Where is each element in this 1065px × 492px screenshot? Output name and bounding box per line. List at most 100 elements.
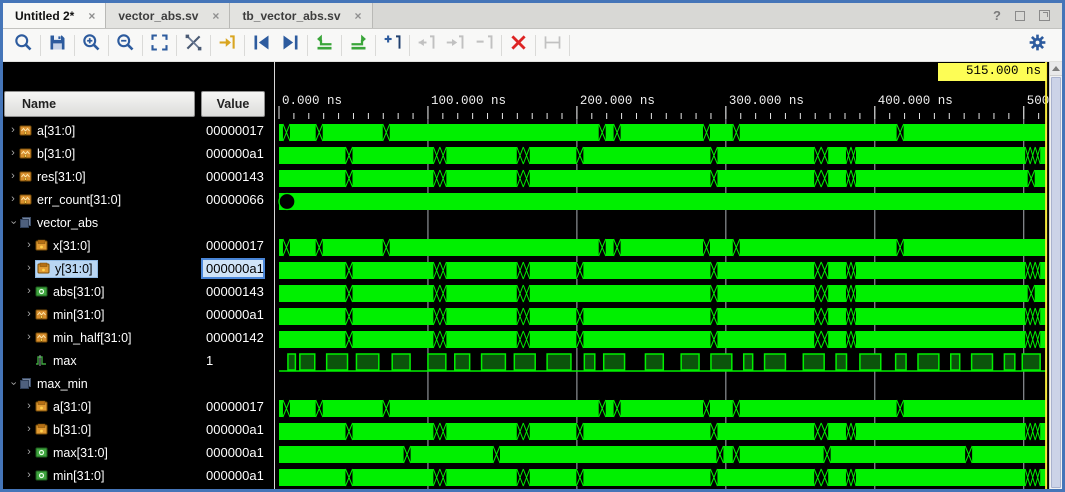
prev-transition-button[interactable]: [247, 32, 276, 58]
ruler-label: 500.000 ns: [1027, 94, 1049, 108]
tab-vector-abs-sv[interactable]: vector_abs.sv ×: [106, 3, 231, 28]
chevron-right-icon[interactable]: ›: [11, 124, 15, 136]
signal-name-cell[interactable]: › vector_abs: [3, 216, 195, 230]
waveform-canvas[interactable]: 0.000 ns 100.000 ns 200.000 ns 300.000 ns 40…: [275, 62, 1049, 489]
no-snap-button[interactable]: [179, 32, 208, 58]
find-button[interactable]: [9, 32, 38, 58]
signal-entry[interactable]: max: [35, 354, 77, 368]
signal-name-cell[interactable]: › max_min: [3, 377, 195, 391]
signal-entry[interactable]: err_count[31:0]: [19, 193, 121, 207]
chevron-right-icon[interactable]: ›: [27, 285, 31, 297]
signal-entry[interactable]: max[31:0]: [35, 446, 108, 460]
signal-row-res-31-0-[interactable]: › res[31:0] 00000143: [3, 165, 274, 188]
goto-time-zero-button[interactable]: [310, 32, 339, 58]
chevron-down-icon[interactable]: ›: [7, 381, 20, 386]
selected-signal[interactable]: y[31:0]: [35, 259, 98, 278]
signal-name-cell[interactable]: › a[31:0]: [3, 124, 195, 138]
signal-row-a-31-0-[interactable]: › a[31:0] 00000017: [3, 119, 274, 142]
signal-entry[interactable]: min_half[31:0]: [35, 331, 132, 345]
signal-entry[interactable]: b[31:0]: [19, 147, 75, 161]
chevron-right-icon[interactable]: ›: [11, 193, 15, 205]
chevron-right-icon[interactable]: ›: [11, 170, 15, 182]
close-icon[interactable]: ×: [354, 8, 362, 23]
chevron-down-icon[interactable]: ›: [7, 220, 20, 225]
signal-row-b-31-0-[interactable]: › b[31:0] 000000a1: [3, 418, 274, 441]
signal-name-cell[interactable]: › a[31:0]: [3, 400, 195, 414]
tab-untitled-2-[interactable]: Untitled 2* ×: [3, 3, 107, 28]
signal-row-max[interactable]: max 1: [3, 349, 274, 372]
help-icon[interactable]: ?: [993, 8, 1001, 23]
transition-hatch: [598, 399, 607, 418]
signal-name-cell[interactable]: › res[31:0]: [3, 170, 195, 184]
scroll-up-button[interactable]: [1050, 62, 1062, 76]
signal-row-max-min[interactable]: › max_min: [3, 372, 274, 395]
close-icon[interactable]: ×: [212, 8, 220, 23]
signal-entry[interactable]: abs[31:0]: [35, 285, 104, 299]
chevron-right-icon[interactable]: ›: [27, 446, 31, 458]
signal-row-y-31-0-[interactable]: › y[31:0] 000000a1: [3, 257, 274, 280]
tab-tb-vector-abs-sv[interactable]: tb_vector_abs.sv ×: [230, 3, 373, 28]
chevron-right-icon[interactable]: ›: [27, 331, 31, 343]
goto-time-end-button[interactable]: [344, 32, 373, 58]
save-button[interactable]: [43, 32, 72, 58]
delete-all-markers-button[interactable]: [504, 32, 533, 58]
goto-cursor-icon: [217, 32, 238, 58]
chevron-right-icon[interactable]: ›: [27, 469, 31, 481]
chevron-right-icon[interactable]: ›: [11, 147, 15, 159]
zoom-in-button[interactable]: [77, 32, 106, 58]
signal-value[interactable]: 000000a1: [201, 258, 265, 279]
signal-name-cell[interactable]: max: [3, 354, 195, 368]
signal-entry[interactable]: a[31:0]: [19, 124, 75, 138]
signal-entry[interactable]: max_min: [19, 377, 88, 391]
goto-cursor-button[interactable]: [213, 32, 242, 58]
signal-row-b-31-0-[interactable]: › b[31:0] 000000a1: [3, 142, 274, 165]
signal-row-max-31-0-[interactable]: › max[31:0] 000000a1: [3, 441, 274, 464]
signal-name-cell[interactable]: › y[31:0]: [3, 259, 195, 278]
zoom-fit-button[interactable]: [145, 32, 174, 58]
signal-entry[interactable]: res[31:0]: [19, 170, 86, 184]
signal-entry[interactable]: min[31:0]: [35, 469, 104, 483]
add-marker-button[interactable]: [378, 32, 407, 58]
signal-name-cell[interactable]: › max[31:0]: [3, 446, 195, 460]
chevron-right-icon[interactable]: ›: [27, 308, 31, 320]
signal-name-cell[interactable]: › abs[31:0]: [3, 285, 195, 299]
chevron-right-icon[interactable]: ›: [27, 262, 31, 274]
signal-label: x[31:0]: [53, 238, 91, 253]
zoom-out-button[interactable]: [111, 32, 140, 58]
signal-name-cell[interactable]: › err_count[31:0]: [3, 193, 195, 207]
signal-entry[interactable]: vector_abs: [19, 216, 98, 230]
value-column-header[interactable]: Value: [201, 91, 265, 117]
signal-name-cell[interactable]: › min[31:0]: [3, 469, 195, 483]
signal-name-cell[interactable]: › b[31:0]: [3, 423, 195, 437]
signal-entry[interactable]: a[31:0]: [35, 400, 91, 414]
signal-name-cell[interactable]: › min[31:0]: [3, 308, 195, 322]
signal-row-x-31-0-[interactable]: › x[31:0] 00000017: [3, 234, 274, 257]
vertical-scrollbar[interactable]: [1049, 62, 1062, 489]
signal-row-abs-31-0-[interactable]: › abs[31:0] 00000143: [3, 280, 274, 303]
scrollbar-thumb[interactable]: [1051, 77, 1061, 488]
transition-hatch: [702, 399, 711, 418]
signal-entry[interactable]: min[31:0]: [35, 308, 104, 322]
chevron-right-icon[interactable]: ›: [27, 400, 31, 412]
signal-entry[interactable]: b[31:0]: [35, 423, 91, 437]
signal-row-min-31-0-[interactable]: › min[31:0] 000000a1: [3, 303, 274, 326]
chevron-right-icon[interactable]: ›: [27, 239, 31, 251]
signal-name-cell[interactable]: › min_half[31:0]: [3, 331, 195, 345]
signal-name-cell[interactable]: › x[31:0]: [3, 239, 195, 253]
signal-row-min-31-0-[interactable]: › min[31:0] 000000a1: [3, 464, 274, 487]
signal-row-a-31-0-[interactable]: › a[31:0] 00000017: [3, 395, 274, 418]
maximize-icon[interactable]: [1015, 10, 1025, 21]
name-column-header[interactable]: Name: [4, 91, 195, 117]
signal-row-err-count-31-0-[interactable]: › err_count[31:0] 00000066: [3, 188, 274, 211]
signal-entry[interactable]: x[31:0]: [35, 239, 91, 253]
float-icon[interactable]: [1039, 10, 1050, 21]
transition-hatch: [382, 123, 391, 142]
chevron-right-icon[interactable]: ›: [27, 423, 31, 435]
close-icon[interactable]: ×: [88, 8, 96, 23]
signal-name-cell[interactable]: › b[31:0]: [3, 147, 195, 161]
waveform-panel[interactable]: 0.000 ns 100.000 ns 200.000 ns 300.000 ns 40…: [274, 62, 1049, 489]
signal-row-min-half-31-0-[interactable]: › min_half[31:0] 00000142: [3, 326, 274, 349]
settings-button[interactable]: [1023, 32, 1052, 58]
signal-row-vector-abs[interactable]: › vector_abs: [3, 211, 274, 234]
next-transition-button[interactable]: [276, 32, 305, 58]
